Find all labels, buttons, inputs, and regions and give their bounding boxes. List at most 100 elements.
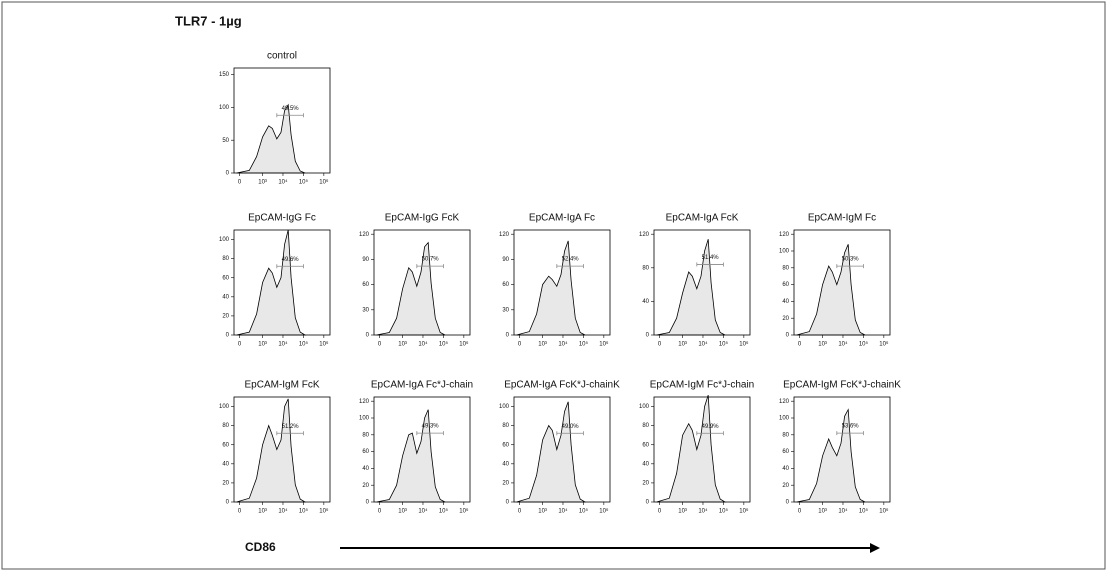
x-tick-label: 10⁵ [299, 341, 309, 348]
y-tick-label: 40 [502, 461, 509, 467]
y-tick-label: 20 [782, 483, 789, 489]
x-tick-label: 0 [238, 342, 242, 348]
plot-frame [653, 396, 751, 503]
x-tick-label: 10⁵ [579, 508, 589, 515]
histogram [516, 401, 587, 503]
y-tick-label: 40 [782, 299, 789, 305]
y-tick-label: 60 [502, 442, 509, 448]
histogram [236, 103, 306, 174]
y-tick-label: 150 [219, 72, 230, 78]
x-tick-label: 0 [658, 509, 662, 515]
x-tick-label: 10⁶ [599, 341, 609, 348]
x-tick-label: 10⁵ [439, 508, 449, 515]
y-tick-label: 120 [779, 399, 790, 405]
gate-label: 49.6% [282, 257, 300, 263]
x-tick-label: 10⁵ [859, 508, 869, 515]
x-tick-label: 10³ [678, 509, 687, 515]
x-tick-label: 10³ [818, 342, 827, 348]
y-tick-label: 0 [226, 500, 230, 506]
y-tick-label: 80 [782, 432, 789, 438]
x-tick-label: 10⁴ [278, 508, 288, 515]
x-tick-label: 10⁴ [698, 341, 708, 348]
chart-title: control [267, 51, 297, 62]
histogram [656, 239, 726, 336]
y-tick-label: 120 [359, 399, 370, 405]
x-tick-label: 10³ [258, 509, 267, 515]
x-tick-label: 10⁶ [319, 508, 329, 515]
y-tick-label: 80 [782, 265, 789, 271]
y-tick-label: 40 [642, 461, 649, 467]
chart-title: EpCAM-IgA FcK*J-chainK [504, 380, 620, 391]
plot-frame [513, 396, 611, 503]
y-tick-label: 80 [642, 423, 649, 429]
y-tick-label: 40 [782, 466, 789, 472]
chart-title: EpCAM-IgG FcK [385, 213, 460, 224]
y-tick-label: 90 [362, 257, 369, 263]
chart-title: EpCAM-IgA FcK [666, 213, 739, 224]
plot-frame [793, 229, 891, 336]
y-tick-label: 60 [362, 449, 369, 455]
gate-label: 50.3% [842, 257, 860, 263]
x-tick-label: 10⁴ [278, 341, 288, 348]
chart-title: EpCAM-IgA Fc*J-chain [371, 380, 473, 391]
y-tick-label: 50 [222, 138, 229, 144]
y-tick-label: 0 [646, 500, 650, 506]
y-tick-label: 80 [222, 256, 229, 262]
x-tick-label: 0 [658, 342, 662, 348]
x-tick-label: 10⁴ [418, 341, 428, 348]
gate-label: 49.5% [282, 106, 300, 112]
y-tick-label: 40 [642, 299, 649, 305]
x-tick-label: 10³ [258, 342, 267, 348]
plot-frame [233, 396, 331, 503]
x-tick-label: 10⁶ [459, 508, 469, 515]
x-tick-label: 10⁴ [418, 508, 428, 515]
y-tick-label: 60 [222, 442, 229, 448]
x-tick-label: 0 [378, 509, 382, 515]
x-tick-label: 10⁴ [838, 341, 848, 348]
y-tick-label: 120 [779, 232, 790, 238]
x-tick-label: 10⁵ [859, 341, 869, 348]
y-tick-label: 100 [779, 249, 790, 255]
x-tick-label: 10³ [818, 509, 827, 515]
x-tick-label: 10³ [258, 180, 267, 186]
y-tick-label: 0 [786, 500, 790, 506]
plot-frame [373, 229, 471, 336]
y-tick-label: 60 [502, 282, 509, 288]
gate-label: 49.9% [702, 424, 720, 430]
chart-title: EpCAM-IgM FcK [244, 380, 319, 391]
plot-frame [653, 229, 751, 336]
gate-label: 51.4% [702, 255, 720, 261]
x-tick-label: 10⁵ [719, 508, 729, 515]
x-tick-label: 0 [238, 180, 242, 186]
x-tick-label: 10³ [538, 509, 547, 515]
histogram [376, 241, 446, 336]
plot-frame [513, 229, 611, 336]
y-tick-label: 20 [222, 480, 229, 486]
x-tick-label: 10⁶ [739, 508, 749, 515]
y-tick-label: 0 [506, 333, 510, 339]
x-tick-label: 10⁵ [299, 179, 309, 186]
x-tick-label: 10³ [398, 342, 407, 348]
y-tick-label: 20 [502, 480, 509, 486]
y-tick-label: 0 [226, 171, 230, 177]
x-tick-label: 10⁵ [579, 341, 589, 348]
histogram [656, 394, 727, 503]
gate-label: 49.3% [422, 424, 440, 430]
y-tick-label: 20 [782, 316, 789, 322]
y-tick-label: 20 [362, 483, 369, 489]
y-tick-label: 60 [362, 282, 369, 288]
x-tick-label: 0 [798, 342, 802, 348]
chart-title: EpCAM-IgG Fc [248, 213, 316, 224]
x-tick-label: 10⁶ [739, 341, 749, 348]
gate-label: 53.6% [842, 424, 860, 430]
y-tick-label: 60 [642, 442, 649, 448]
y-tick-label: 20 [222, 313, 229, 319]
x-tick-label: 10⁶ [879, 341, 889, 348]
histogram [796, 244, 866, 336]
x-tick-label: 10⁶ [319, 179, 329, 186]
y-tick-label: 0 [366, 333, 370, 339]
y-tick-label: 0 [646, 333, 650, 339]
y-tick-label: 40 [222, 461, 229, 467]
x-tick-label: 10⁴ [558, 341, 568, 348]
x-tick-label: 10⁵ [439, 341, 449, 348]
